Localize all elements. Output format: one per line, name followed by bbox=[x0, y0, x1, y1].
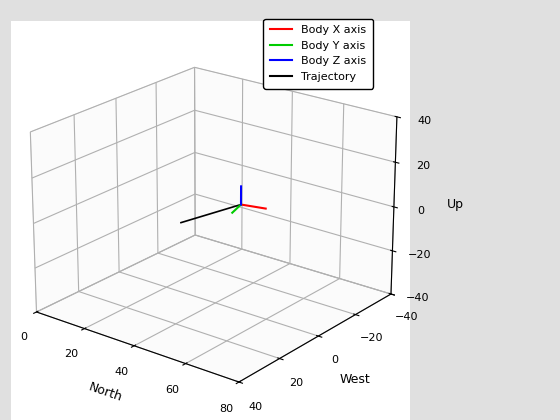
Legend: Body X axis, Body Y axis, Body Z axis, Trajectory: Body X axis, Body Y axis, Body Z axis, T… bbox=[263, 18, 373, 89]
Y-axis label: West: West bbox=[339, 373, 370, 386]
X-axis label: North: North bbox=[86, 381, 124, 405]
